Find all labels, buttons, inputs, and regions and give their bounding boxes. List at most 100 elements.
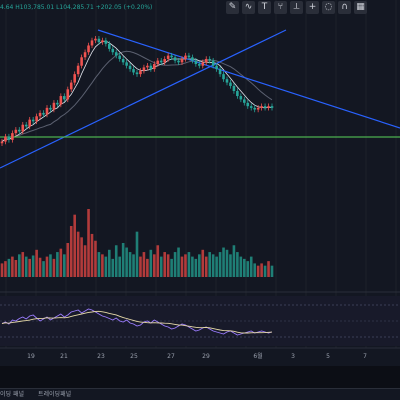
ruler-icon[interactable]: ⟂ xyxy=(290,1,303,14)
candle-body xyxy=(263,106,267,108)
candle-body xyxy=(49,107,52,110)
rising-trendline xyxy=(0,29,287,169)
candle-body xyxy=(256,107,260,110)
candle-body xyxy=(87,45,90,53)
tab-trading-panel-2[interactable]: 트레이딩패널 xyxy=(38,391,72,398)
candle-body xyxy=(187,55,191,58)
volume-bar xyxy=(76,231,80,277)
candle-body xyxy=(232,85,236,91)
volume-bar xyxy=(128,252,132,277)
candle-body xyxy=(121,58,125,63)
candle-body xyxy=(4,136,7,142)
change-value: +202.05 (+0.20%) xyxy=(95,4,153,11)
candle-body xyxy=(38,112,42,117)
candle-body xyxy=(260,106,263,108)
volume-bar xyxy=(0,263,4,277)
rsi-line xyxy=(1,308,273,336)
candle-body xyxy=(108,43,111,49)
candle-body xyxy=(7,136,11,140)
candle-body xyxy=(159,60,163,63)
volume-bar xyxy=(253,263,256,277)
volume-bar xyxy=(4,261,7,277)
volume-bar xyxy=(28,258,31,277)
candle-body xyxy=(83,52,87,58)
volume-bar xyxy=(118,256,121,277)
volume-bar xyxy=(73,214,76,277)
volume-bar xyxy=(236,252,239,277)
tab-bar: 이딩 패널 트레이딩패널 xyxy=(0,388,400,400)
candle-body xyxy=(180,58,184,63)
candle-body xyxy=(170,55,173,58)
volume-bar xyxy=(49,254,52,277)
ohlc-legend: 4.64 H103,785.01 L104,285.71 +202.05 (+0… xyxy=(0,4,152,11)
candle-body xyxy=(0,141,4,144)
text-icon[interactable]: T xyxy=(258,1,271,14)
x-tick-label: 27 xyxy=(167,353,175,360)
volume-bar xyxy=(66,243,70,277)
candle-body xyxy=(97,38,101,43)
volume-bar xyxy=(83,245,87,277)
candle-body xyxy=(229,82,232,86)
candle-body xyxy=(35,116,38,122)
x-tick-label: 7 xyxy=(363,353,367,360)
volume-bar xyxy=(125,247,128,277)
volume-bar xyxy=(114,245,118,277)
volume-bar xyxy=(225,249,229,277)
volume-bar xyxy=(215,256,218,277)
magnet-icon[interactable]: ∩ xyxy=(338,1,351,14)
x-tick-label: 29 xyxy=(202,353,210,360)
volume-bar xyxy=(249,256,253,277)
candle-body xyxy=(239,96,243,100)
volume-bar xyxy=(14,260,18,277)
x-tick-label: 6월 xyxy=(253,352,262,360)
tab-trading-panel-1[interactable]: 이딩 패널 xyxy=(0,391,24,398)
low-value: L104,285.71 xyxy=(56,4,94,11)
candle-body xyxy=(135,72,139,75)
plus-icon[interactable]: + xyxy=(306,1,319,14)
candle-body xyxy=(63,96,66,100)
candle-body xyxy=(204,58,208,63)
volume-bar xyxy=(90,233,94,277)
brush-icon[interactable]: ∿ xyxy=(242,1,255,14)
volume-bar xyxy=(163,252,166,277)
volume-bar xyxy=(135,231,139,277)
x-tick-label: 19 xyxy=(27,353,35,360)
volume-bar xyxy=(159,256,163,277)
volume-bar xyxy=(201,249,205,277)
bars-icon[interactable]: ▦ xyxy=(354,1,367,14)
candle-body xyxy=(111,48,115,53)
volume-bar xyxy=(229,254,232,277)
pencil-icon[interactable]: ✎ xyxy=(226,1,239,14)
high-value: H103,785.01 xyxy=(15,4,55,11)
volume-bar xyxy=(35,249,38,277)
volume-bar xyxy=(149,249,153,277)
candle-body xyxy=(166,55,170,59)
candle-body xyxy=(101,40,104,43)
candle-body xyxy=(59,96,63,105)
x-tick-label: 21 xyxy=(60,353,68,360)
candle-body xyxy=(149,65,153,70)
bottom-bar xyxy=(0,366,400,388)
candle-body xyxy=(128,65,132,70)
candle-body xyxy=(191,57,194,61)
volume-bar xyxy=(80,237,83,277)
volume-bar xyxy=(198,254,201,277)
candle-body xyxy=(56,102,59,105)
candle-body xyxy=(73,74,76,83)
volume-bar xyxy=(243,258,246,277)
candle-body xyxy=(42,112,45,115)
candle-body xyxy=(211,60,215,66)
candle-body xyxy=(267,106,270,108)
fork-icon[interactable]: ⑂ xyxy=(274,1,287,14)
candle-body xyxy=(215,65,218,70)
volume-bar xyxy=(24,256,28,277)
volume-bar xyxy=(59,248,63,277)
hide-icon[interactable]: ◌ xyxy=(322,1,335,14)
volume-bar xyxy=(7,258,11,277)
volume-bar xyxy=(239,256,243,277)
candle-body xyxy=(270,106,274,108)
volume-bar xyxy=(166,254,170,277)
candle-body xyxy=(18,129,21,132)
